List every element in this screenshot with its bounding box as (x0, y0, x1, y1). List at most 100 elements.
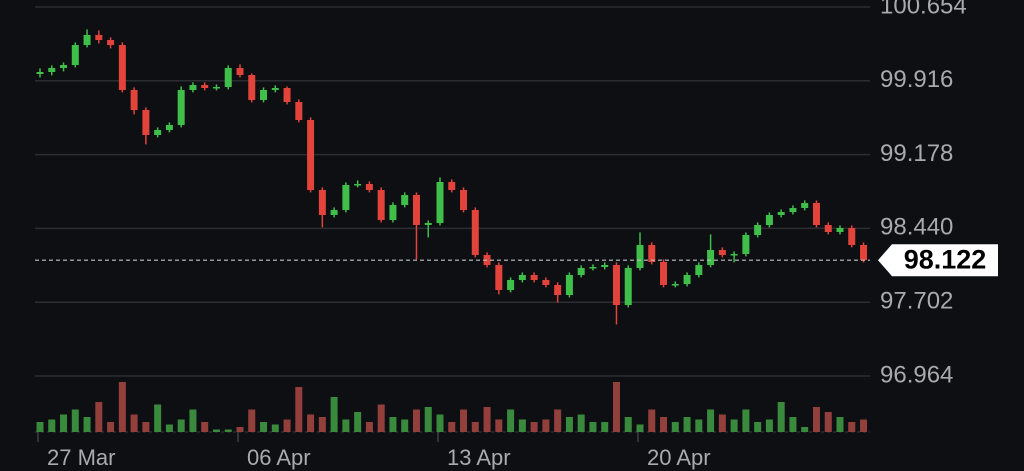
candle-body (589, 267, 597, 269)
candle-body (518, 275, 526, 280)
volume-bar (436, 414, 444, 432)
volume-bar (648, 409, 656, 432)
volume-bar (765, 419, 773, 432)
candle-body (71, 45, 79, 65)
volume-bar (248, 409, 256, 432)
candle-body (495, 265, 503, 290)
candle-body (412, 195, 420, 225)
candle-body (848, 228, 856, 245)
candle-body (507, 280, 515, 290)
volume-bar (612, 382, 620, 432)
candle-body (295, 102, 303, 120)
volume-bar (789, 417, 797, 432)
volume-bar (671, 422, 679, 432)
candle-body (754, 225, 762, 235)
volume-bar (471, 422, 479, 432)
volume-bar (836, 417, 844, 432)
candle-body (777, 212, 785, 215)
volume-bar (577, 414, 585, 432)
candle-body (695, 265, 703, 275)
candle-body (812, 203, 820, 225)
candle-body (460, 190, 468, 210)
volume-bar (707, 409, 715, 432)
volume-bar (554, 409, 562, 432)
volume-bar (530, 422, 538, 432)
y-tick-label: 97.702 (880, 288, 953, 315)
volume-bar (154, 404, 162, 432)
volume-bar (189, 409, 197, 432)
candle-body (648, 245, 656, 262)
candle-body (471, 210, 479, 255)
candle-body (107, 40, 115, 45)
volume-bar (142, 422, 150, 432)
candle-body (554, 285, 562, 295)
volume-bar (212, 429, 220, 432)
candle-body (48, 68, 56, 72)
candle-body (624, 268, 632, 305)
volume-bar (448, 422, 456, 432)
candle-body (636, 245, 644, 268)
candle-body (83, 35, 91, 45)
volume-bar (660, 417, 668, 432)
volume-bar (201, 422, 209, 432)
candle-body (130, 90, 138, 110)
candle-body (836, 228, 844, 232)
candle-body (177, 90, 185, 125)
candle-body (165, 125, 173, 130)
candle-body (330, 210, 338, 215)
volume-bar (507, 409, 515, 432)
candle-body (530, 275, 538, 280)
candle-body (307, 120, 315, 190)
volume-bar (236, 427, 244, 432)
x-tick-label: 20 Apr (647, 445, 711, 470)
volume-bar (777, 402, 785, 432)
volume-bar (860, 419, 868, 432)
candle-body (60, 65, 68, 68)
candle-body (718, 250, 726, 255)
candle-body (342, 185, 350, 210)
candle-body (801, 203, 809, 208)
volume-bar (483, 407, 491, 432)
candle-body (730, 254, 738, 256)
candle-body (212, 87, 220, 89)
candle-body (742, 235, 750, 254)
volume-bar (601, 422, 609, 432)
candle-body (824, 225, 832, 232)
volume-bar (401, 419, 409, 432)
last-price-label: 98.122 (904, 244, 987, 274)
candle-body (365, 184, 373, 190)
candle-body (660, 262, 668, 285)
volume-bar (695, 419, 703, 432)
candle-body (354, 184, 362, 186)
volume-bar (283, 419, 291, 432)
volume-bar (589, 422, 597, 432)
y-tick-label: 96.964 (880, 361, 953, 388)
candle-body (577, 268, 585, 275)
volume-bar (624, 417, 632, 432)
volume-bar (83, 417, 91, 432)
candle-body (201, 85, 209, 88)
volume-bar (307, 414, 315, 432)
volume-bar (95, 402, 103, 432)
volume-bar (718, 414, 726, 432)
candle-body (789, 208, 797, 212)
volume-bar (542, 419, 550, 432)
volume-bar (424, 407, 432, 432)
candle-body (142, 110, 150, 135)
volume-bar (460, 409, 468, 432)
candle-body (95, 35, 103, 40)
candle-body (683, 275, 691, 284)
candle-body (236, 68, 244, 75)
volume-bar (683, 417, 691, 432)
candle-body (542, 280, 550, 285)
volume-bar (377, 404, 385, 432)
volume-bar (365, 422, 373, 432)
x-tick-label: 13 Apr (447, 445, 511, 470)
price-tag-box (878, 244, 998, 277)
volume-bar (636, 424, 644, 432)
volume-bar (130, 414, 138, 432)
candle-body (860, 245, 868, 261)
volume-bar (412, 409, 420, 432)
volume-bar (48, 419, 56, 432)
